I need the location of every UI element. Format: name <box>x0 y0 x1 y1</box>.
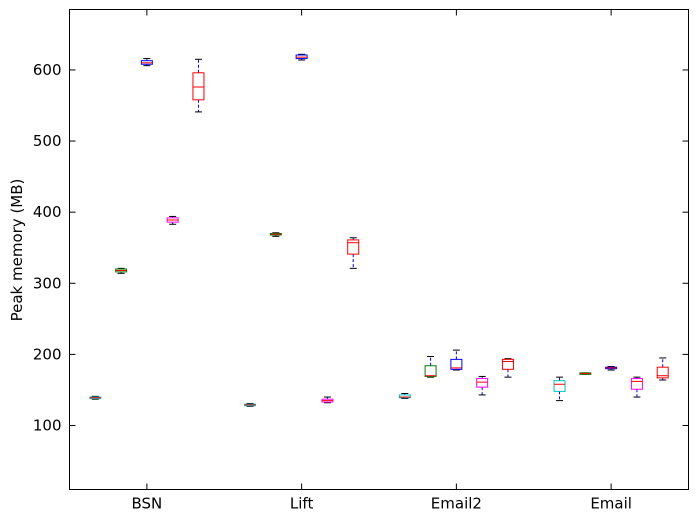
y-tick-label: 500 <box>33 132 62 150</box>
box-plot <box>89 395 102 400</box>
box-plot <box>269 232 282 237</box>
x-tick-label: Email <box>590 495 632 513</box>
y-tick-label: 400 <box>33 203 62 221</box>
box-plot <box>115 267 128 274</box>
box-body <box>424 365 437 377</box>
box-plot <box>450 349 463 371</box>
box-plot <box>321 396 334 404</box>
box-plot <box>605 365 618 371</box>
box-plot <box>501 358 514 378</box>
x-tick-label: Lift <box>290 495 314 513</box>
y-axis-label: Peak memory (MB) <box>8 179 26 322</box>
box-plot <box>347 237 360 269</box>
box-plot <box>656 357 669 381</box>
plot-frame <box>69 9 689 490</box>
y-tick-label: 200 <box>33 345 62 363</box>
box-body <box>450 358 463 370</box>
box-body <box>398 394 411 399</box>
box-body <box>347 239 360 255</box>
box-body <box>192 72 205 101</box>
box-body <box>553 380 566 392</box>
box-plot <box>424 356 437 378</box>
box-plot <box>192 58 205 113</box>
box-body <box>501 358 514 370</box>
y-tick-label: 100 <box>33 417 62 435</box>
y-tick-label: 600 <box>33 61 62 79</box>
box-layer <box>89 53 669 407</box>
x-axis: BSN Lift Email2 Email <box>131 9 632 513</box>
box-plot <box>244 402 257 407</box>
box-body <box>656 366 669 379</box>
box-plot <box>630 376 643 398</box>
box-plot <box>295 53 308 61</box>
box-body <box>630 378 643 390</box>
box-body <box>476 378 489 388</box>
x-tick-label: Email2 <box>431 495 482 513</box>
box-plot <box>579 372 592 375</box>
box-plot <box>553 376 566 402</box>
y-axis: 100 200 300 400 500 600 <box>33 61 689 435</box>
box-plot <box>166 215 179 225</box>
x-tick-label: BSN <box>131 495 162 513</box>
y-tick-label: 300 <box>33 274 62 292</box>
box-plot <box>140 58 153 67</box>
box-plot <box>398 393 411 399</box>
box-plot <box>476 375 489 396</box>
